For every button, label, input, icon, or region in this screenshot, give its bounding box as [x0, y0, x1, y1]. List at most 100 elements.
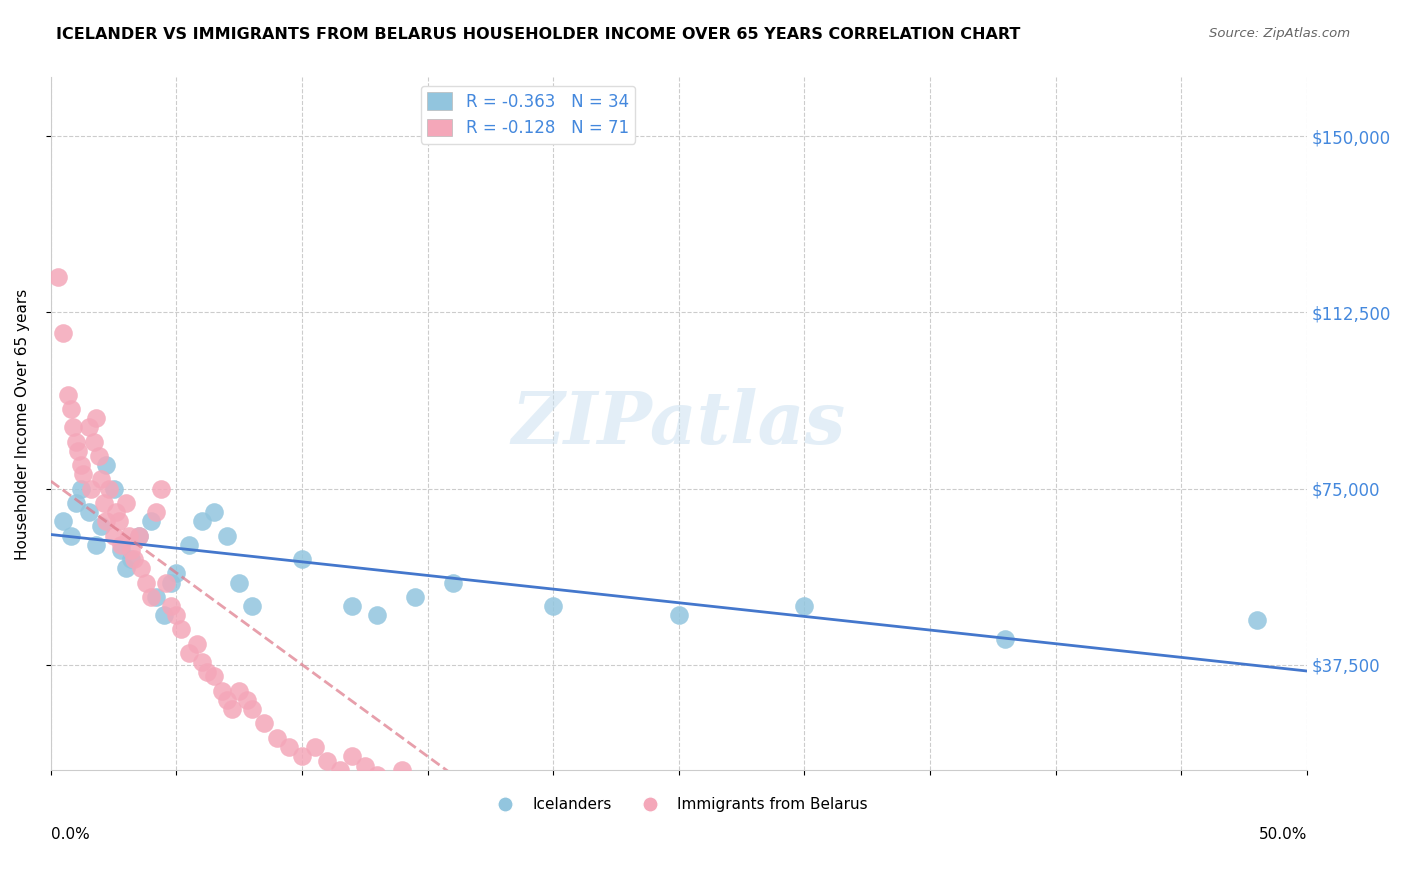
Point	[567, 797, 589, 811]
Point	[177, 538, 200, 552]
Point	[97, 482, 120, 496]
Point	[441, 575, 464, 590]
Point	[291, 552, 314, 566]
Point	[793, 599, 815, 613]
Point	[541, 599, 564, 613]
Y-axis label: Householder Income Over 65 years: Householder Income Over 65 years	[15, 288, 30, 559]
Point	[103, 528, 125, 542]
Point	[170, 623, 193, 637]
Point	[120, 542, 142, 557]
Point	[72, 467, 94, 482]
Point	[177, 646, 200, 660]
Point	[195, 665, 218, 679]
Point	[366, 768, 388, 782]
Point	[304, 739, 326, 754]
Point	[165, 566, 187, 581]
Point	[342, 599, 364, 613]
Point	[404, 590, 426, 604]
Point	[115, 561, 138, 575]
Point	[70, 482, 93, 496]
Point	[62, 420, 84, 434]
Point	[70, 458, 93, 472]
Point	[65, 434, 87, 449]
Point	[718, 810, 741, 824]
Point	[155, 575, 177, 590]
Point	[202, 669, 225, 683]
Legend: Icelanders, Immigrants from Belarus: Icelanders, Immigrants from Belarus	[484, 791, 875, 818]
Point	[221, 702, 243, 716]
Point	[80, 482, 103, 496]
Point	[110, 542, 132, 557]
Text: ZIPatlas: ZIPatlas	[512, 388, 846, 459]
Point	[90, 519, 112, 533]
Point	[115, 495, 138, 509]
Point	[90, 472, 112, 486]
Point	[378, 778, 401, 792]
Point	[240, 702, 263, 716]
Point	[391, 764, 413, 778]
Point	[202, 505, 225, 519]
Point	[128, 528, 150, 542]
Point	[467, 787, 489, 801]
Point	[190, 515, 212, 529]
Point	[153, 608, 176, 623]
Point	[190, 656, 212, 670]
Point	[240, 599, 263, 613]
Point	[541, 797, 564, 811]
Point	[129, 561, 152, 575]
Point	[215, 528, 238, 542]
Point	[366, 608, 388, 623]
Point	[517, 787, 540, 801]
Point	[93, 495, 115, 509]
Point	[160, 575, 183, 590]
Point	[211, 683, 233, 698]
Point	[118, 528, 141, 542]
Point	[128, 528, 150, 542]
Point	[141, 590, 163, 604]
Point	[404, 772, 426, 787]
Point	[668, 608, 690, 623]
Point	[77, 505, 100, 519]
Point	[236, 693, 259, 707]
Point	[94, 515, 117, 529]
Text: 50.0%: 50.0%	[1258, 827, 1306, 842]
Point	[668, 797, 690, 811]
Point	[228, 683, 250, 698]
Point	[160, 599, 183, 613]
Point	[316, 754, 339, 768]
Point	[253, 716, 276, 731]
Point	[441, 787, 464, 801]
Point	[994, 632, 1017, 646]
Point	[492, 778, 515, 792]
Text: 0.0%: 0.0%	[51, 827, 90, 842]
Point	[342, 749, 364, 764]
Point	[122, 552, 145, 566]
Point	[266, 731, 288, 745]
Point	[58, 387, 80, 401]
Point	[94, 458, 117, 472]
Point	[215, 693, 238, 707]
Point	[83, 434, 105, 449]
Point	[105, 505, 128, 519]
Point	[141, 515, 163, 529]
Point	[67, 444, 90, 458]
Point	[1246, 613, 1268, 627]
Point	[77, 420, 100, 434]
Point	[150, 482, 173, 496]
Point	[59, 401, 82, 416]
Point	[48, 270, 70, 285]
Point	[617, 797, 640, 811]
Point	[592, 787, 614, 801]
Point	[87, 449, 110, 463]
Point	[103, 482, 125, 496]
Point	[291, 749, 314, 764]
Point	[59, 528, 82, 542]
Point	[186, 637, 208, 651]
Point	[145, 590, 167, 604]
Text: ICELANDER VS IMMIGRANTS FROM BELARUS HOUSEHOLDER INCOME OVER 65 YEARS CORRELATIO: ICELANDER VS IMMIGRANTS FROM BELARUS HOU…	[56, 27, 1021, 42]
Point	[65, 495, 87, 509]
Point	[228, 575, 250, 590]
Point	[353, 758, 375, 772]
Point	[145, 505, 167, 519]
Point	[165, 608, 187, 623]
